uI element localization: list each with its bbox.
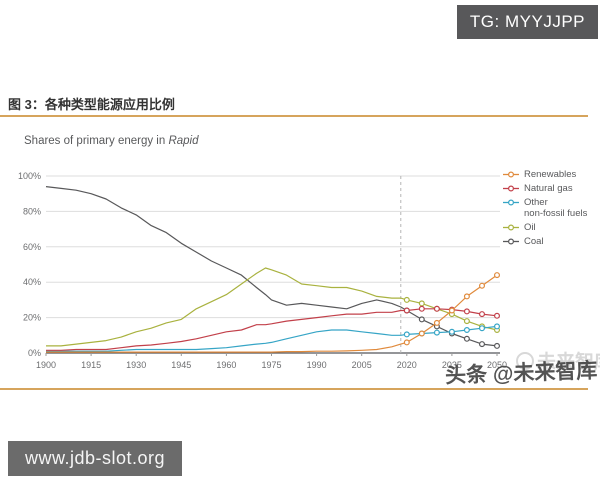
figure-bottom-rule: [0, 388, 588, 390]
series-marker: [479, 325, 486, 332]
legend-marker-icon: [503, 224, 519, 231]
series-line-natural-gas: [46, 308, 498, 351]
legend-label: Other non-fossil fuels: [524, 197, 588, 219]
x-tick-label: 2035: [442, 360, 462, 370]
y-tick-label: 60%: [23, 242, 41, 252]
series-marker: [463, 327, 470, 334]
toutiao-logo-icon: [516, 351, 534, 370]
x-tick-label: 2050: [487, 360, 507, 370]
series-marker: [433, 319, 440, 326]
y-tick-label: 80%: [23, 206, 41, 216]
series-marker: [463, 293, 470, 300]
series-marker: [494, 312, 501, 319]
series-line-oil: [46, 267, 498, 347]
series-marker: [479, 341, 486, 348]
x-tick-label: 1990: [307, 360, 327, 370]
series-line-renewables: [46, 274, 498, 353]
chart-subtitle-text: Shares of primary energy in: [24, 135, 169, 147]
series-marker: [448, 328, 455, 335]
series-line-coal: [45, 186, 498, 347]
series-line-other-non-fossil-fuels: [46, 325, 498, 352]
legend-marker-icon: [503, 171, 519, 178]
site-url-badge: www.jdb-slot.org: [8, 441, 183, 476]
series-marker: [418, 316, 425, 323]
tg-contact-badge: TG: MYYJJPP: [456, 5, 598, 39]
legend-item-coal: Coal: [503, 236, 587, 247]
x-tick-label: 2020: [397, 360, 417, 370]
x-tick-label: 1915: [81, 360, 101, 370]
series-marker: [494, 272, 501, 279]
y-tick-label: 0%: [28, 348, 41, 358]
x-tick-label: 1945: [171, 360, 191, 370]
legend-label: Natural gas: [524, 183, 573, 194]
y-tick-label: 40%: [23, 277, 41, 287]
legend-item-renewables: Renewables: [503, 169, 587, 180]
x-tick-label: 2005: [352, 360, 372, 370]
toutiao-watermark: 头条 @未来智库: [444, 359, 598, 388]
series-marker: [418, 330, 425, 337]
x-tick-label: 1960: [216, 360, 236, 370]
legend-item-other-non-fossil-fuels: Other non-fossil fuels: [503, 197, 587, 219]
series-marker: [494, 342, 501, 349]
x-tick-label: 1900: [36, 360, 56, 370]
y-tick-label: 20%: [23, 313, 41, 323]
x-tick-label: 1975: [261, 360, 281, 370]
series-marker: [479, 311, 486, 318]
y-tick-label: 100%: [18, 171, 41, 181]
legend-item-oil: Oil: [503, 222, 587, 233]
series-marker: [463, 308, 470, 315]
chart-legend: Renewables Natural gas Other non-fossil fu…: [503, 169, 587, 250]
legend-marker-icon: [503, 199, 519, 206]
legend-item-natural-gas: Natural gas: [503, 183, 587, 194]
figure-title: 图 3：各种类型能源应用比例: [8, 97, 175, 112]
series-marker: [433, 305, 440, 312]
chart-subtitle-scenario: Rapid: [168, 135, 199, 147]
legend-marker-icon: [503, 238, 519, 245]
series-marker: [403, 339, 410, 346]
legend-marker-icon: [503, 185, 519, 192]
series-marker: [463, 318, 470, 325]
series-marker: [403, 296, 410, 303]
x-tick-label: 1930: [126, 360, 146, 370]
series-marker: [448, 307, 455, 314]
series-marker: [433, 329, 440, 336]
legend-label: Oil: [524, 222, 536, 233]
chart-subtitle: Shares of primary energy in Rapid: [24, 135, 199, 147]
series-marker: [403, 307, 410, 314]
series-marker: [403, 331, 410, 338]
series-marker: [463, 335, 470, 342]
legend-label: Renewables: [524, 169, 577, 180]
toutiao-watermark-ghost-text: 未来智库: [537, 352, 600, 373]
series-marker: [479, 282, 486, 289]
series-marker: [418, 300, 425, 307]
legend-label: Coal: [524, 236, 544, 247]
series-marker: [418, 305, 425, 312]
title-underline-rule: [0, 115, 588, 117]
series-marker: [494, 323, 501, 330]
toutiao-watermark-ghost: 未来智库: [516, 347, 600, 374]
